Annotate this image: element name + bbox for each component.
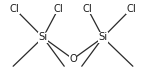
- Text: O: O: [69, 54, 77, 64]
- Text: Cl: Cl: [54, 4, 63, 14]
- Text: Si: Si: [98, 32, 107, 42]
- Text: Si: Si: [39, 32, 48, 42]
- Text: Cl: Cl: [127, 4, 136, 14]
- Text: Cl: Cl: [83, 4, 92, 14]
- Text: Cl: Cl: [10, 4, 19, 14]
